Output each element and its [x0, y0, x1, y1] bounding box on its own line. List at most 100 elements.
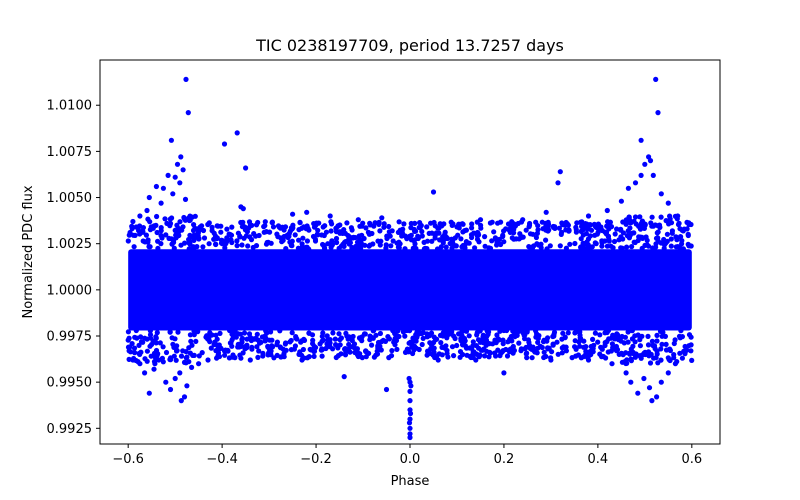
band-point [323, 229, 329, 235]
band-point [643, 234, 649, 240]
band-point [294, 336, 300, 342]
band-point [147, 328, 153, 334]
band-point [573, 353, 579, 359]
band-point [645, 342, 652, 348]
band-point [399, 229, 405, 235]
band-point [546, 345, 552, 351]
band-point [498, 219, 504, 225]
data-point [641, 375, 647, 382]
band-point [208, 345, 214, 351]
band-point [504, 353, 511, 359]
band-point [451, 353, 457, 359]
band-point [537, 343, 544, 349]
band-point [347, 349, 353, 355]
band-point [608, 224, 615, 230]
data-point [240, 206, 246, 212]
band-point [337, 337, 343, 343]
band-point [563, 344, 569, 350]
band-point [414, 334, 420, 340]
band-point [421, 239, 427, 245]
data-point [638, 172, 644, 178]
band-point [524, 355, 530, 361]
data-point [555, 180, 561, 186]
data-point [163, 379, 169, 385]
data-point [172, 375, 178, 382]
band-point [226, 231, 232, 237]
band-point [612, 231, 618, 237]
band-point [288, 337, 294, 344]
band-point [524, 350, 530, 356]
band-point [527, 231, 534, 237]
data-point [355, 217, 361, 223]
band-point [163, 349, 170, 356]
band-point [173, 357, 179, 363]
band-point [296, 351, 302, 357]
band-point [253, 233, 259, 239]
band-point [243, 233, 249, 239]
band-point [507, 346, 513, 352]
band-point [618, 245, 624, 251]
band-point [550, 342, 556, 348]
band-point [482, 353, 488, 359]
band-point [321, 245, 328, 251]
band-point [275, 234, 281, 240]
band-point [588, 343, 594, 350]
band-point [494, 332, 500, 338]
y-tick-label: 0.9925 [47, 422, 93, 437]
band-point [415, 233, 421, 239]
x-axis-ticks: −0.6 −0.4 −0.2 0.0 0.2 0.4 0.6 [112, 444, 702, 467]
band-point [443, 244, 449, 250]
band-point [435, 225, 441, 231]
band-point [621, 340, 627, 346]
band-point [638, 355, 644, 361]
band-point [688, 342, 694, 348]
band-point [388, 243, 394, 249]
band-point [171, 353, 177, 359]
band-point [240, 219, 246, 225]
band-point [354, 239, 361, 245]
band-point [260, 350, 266, 356]
band-point [685, 231, 691, 237]
band-point [228, 340, 234, 346]
data-point [407, 398, 413, 404]
band-point [518, 348, 524, 354]
data-point [156, 357, 162, 363]
band-point [419, 228, 425, 235]
band-point [229, 224, 235, 230]
band-point [624, 233, 630, 239]
band-point [562, 222, 568, 228]
data-point [182, 196, 189, 202]
band-point [533, 234, 540, 241]
band-point [163, 232, 169, 238]
band-point [540, 226, 546, 232]
band-point [201, 235, 208, 241]
band-point [686, 220, 692, 226]
band-point [412, 228, 418, 234]
band-point [191, 332, 197, 338]
band-point [489, 238, 495, 244]
band-point [329, 238, 335, 244]
band-point [667, 346, 673, 352]
data-point [130, 218, 136, 225]
data-point [408, 383, 414, 389]
band-point [432, 231, 438, 237]
band-point [283, 246, 289, 252]
band-point [180, 348, 186, 354]
band-point [442, 229, 448, 235]
band-point [287, 239, 293, 245]
band-point [349, 246, 355, 252]
band-point [477, 339, 483, 345]
band-point [199, 223, 205, 229]
band-point [474, 229, 481, 236]
data-point [383, 386, 390, 393]
band-point [516, 340, 522, 346]
band-point [529, 355, 535, 361]
band-point [211, 230, 217, 236]
band-point [171, 245, 177, 251]
band-point [265, 344, 271, 350]
band-point [402, 333, 408, 339]
data-point [170, 191, 176, 197]
band-point [629, 328, 635, 334]
band-point [262, 219, 268, 225]
band-point [673, 234, 679, 240]
